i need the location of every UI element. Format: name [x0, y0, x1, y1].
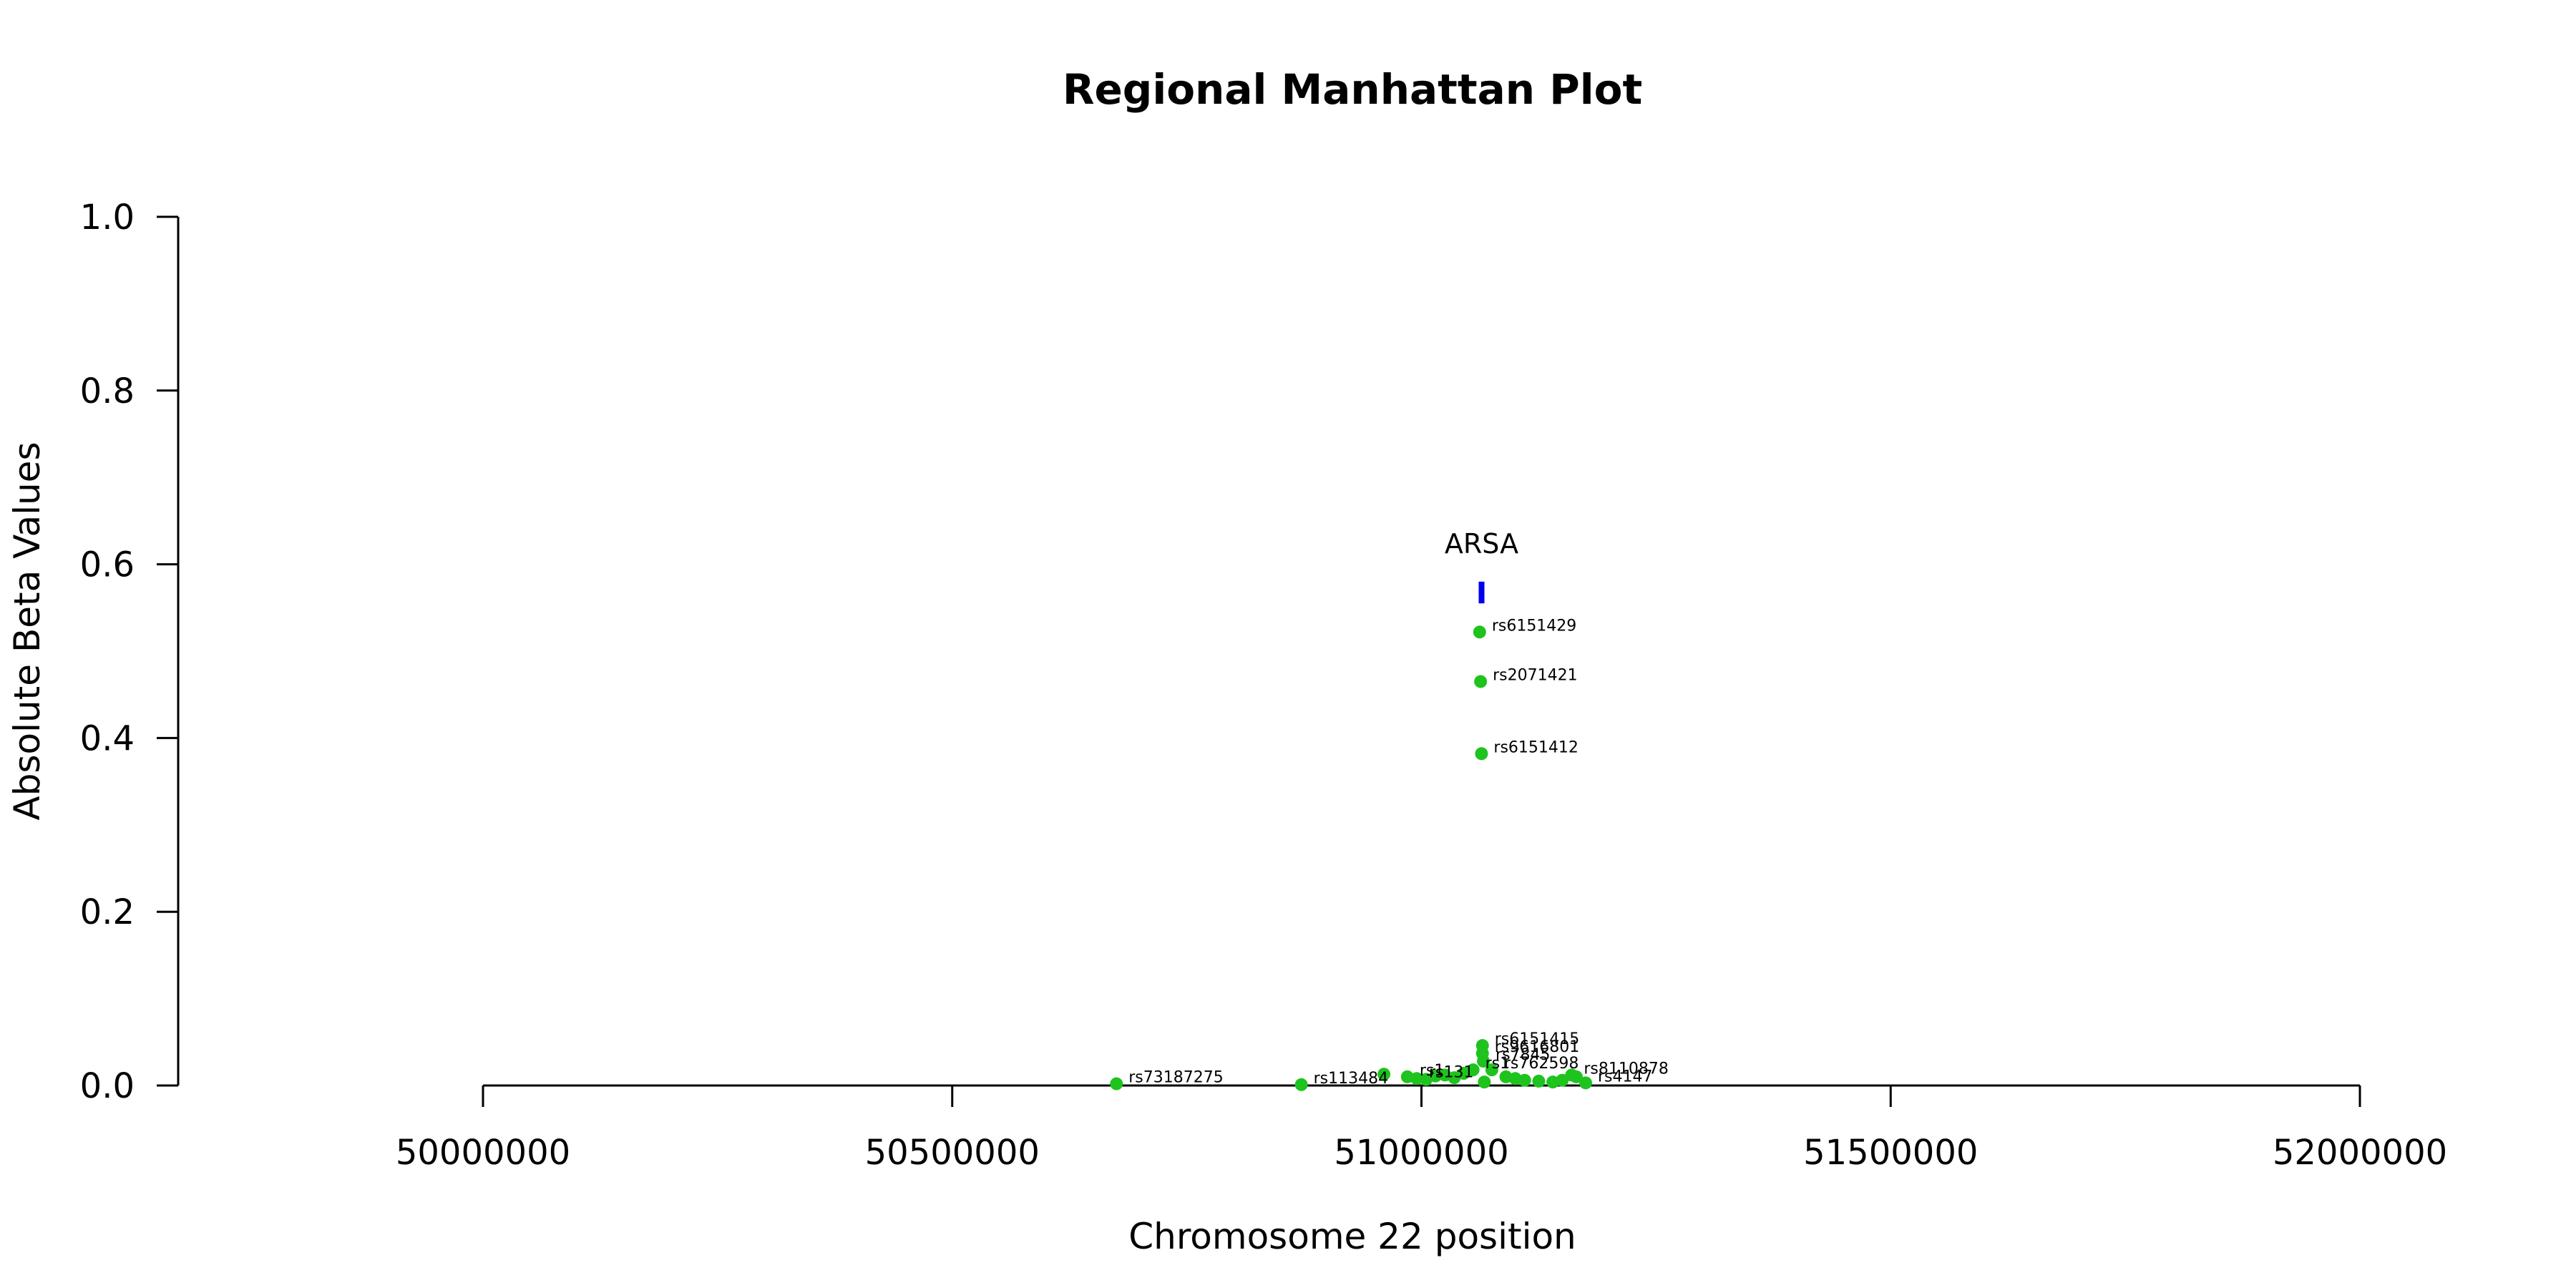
gene-marker: ARSA	[1445, 528, 1518, 604]
point-label: rs113484	[1314, 1070, 1389, 1088]
point-label: rs1	[1420, 1062, 1445, 1080]
y-tick-label: 0.4	[80, 718, 135, 758]
x-axis-label: Chromosome 22 position	[1128, 1216, 1576, 1257]
y-tick-label: 0.8	[80, 371, 135, 411]
x-tick-label: 51500000	[1803, 1133, 1978, 1173]
x-tick-label: 52000000	[2273, 1133, 2447, 1173]
point-label: rs6151429	[1492, 617, 1577, 635]
gene-label: ARSA	[1445, 528, 1518, 560]
point-label: rs4147	[1598, 1068, 1653, 1085]
data-point	[1475, 747, 1488, 761]
data-point	[1478, 1075, 1491, 1089]
data-point	[1377, 1068, 1391, 1081]
x-tick-label: 50000000	[396, 1133, 570, 1173]
point-label: rs9616801	[1495, 1038, 1580, 1056]
data-point	[1532, 1074, 1546, 1088]
data-point	[1110, 1077, 1123, 1091]
point-label: rs7845	[1496, 1046, 1551, 1064]
point-label: rs762598	[1504, 1055, 1579, 1073]
point-label: rs6151412	[1493, 738, 1579, 756]
chart-title: Regional Manhattan Plot	[1063, 65, 1642, 114]
data-point	[1294, 1078, 1308, 1091]
data-point	[1474, 675, 1488, 688]
data-point	[1569, 1070, 1583, 1083]
y-axis-ticks: 0.0 0.2 0.4 0.6 0.8 1.0	[80, 197, 178, 1106]
data-point	[1485, 1063, 1498, 1077]
x-tick-label: 50500000	[865, 1133, 1040, 1173]
y-tick-label: 1.0	[80, 197, 135, 238]
data-point	[1518, 1073, 1531, 1087]
data-point	[1410, 1072, 1423, 1085]
data-point	[1579, 1076, 1593, 1090]
point-label: rs1	[1485, 1055, 1511, 1073]
data-point	[1477, 1055, 1491, 1068]
y-tick-label: 0.6	[80, 545, 135, 585]
point-label: rs2071421	[1493, 666, 1578, 684]
y-tick-label: 0.0	[80, 1066, 135, 1106]
y-axis-label: Absolute Beta Values	[6, 442, 48, 821]
data-point	[1473, 625, 1486, 639]
data-point	[1556, 1073, 1569, 1087]
data-point	[1429, 1069, 1443, 1083]
point-label: rs73187275	[1128, 1069, 1223, 1087]
y-tick-label: 0.2	[80, 892, 135, 932]
data-point	[1466, 1063, 1480, 1077]
x-tick-label: 51000000	[1334, 1133, 1508, 1173]
point-label: rs6151415	[1495, 1030, 1580, 1048]
point-label: rs131	[1429, 1063, 1473, 1081]
gene-bar	[1478, 581, 1485, 604]
point-label: rs8110878	[1584, 1060, 1669, 1078]
data-points	[1110, 625, 1593, 1091]
x-axis-ticks: 50000000 50500000 51000000 51500000 52000000	[396, 1085, 2447, 1173]
